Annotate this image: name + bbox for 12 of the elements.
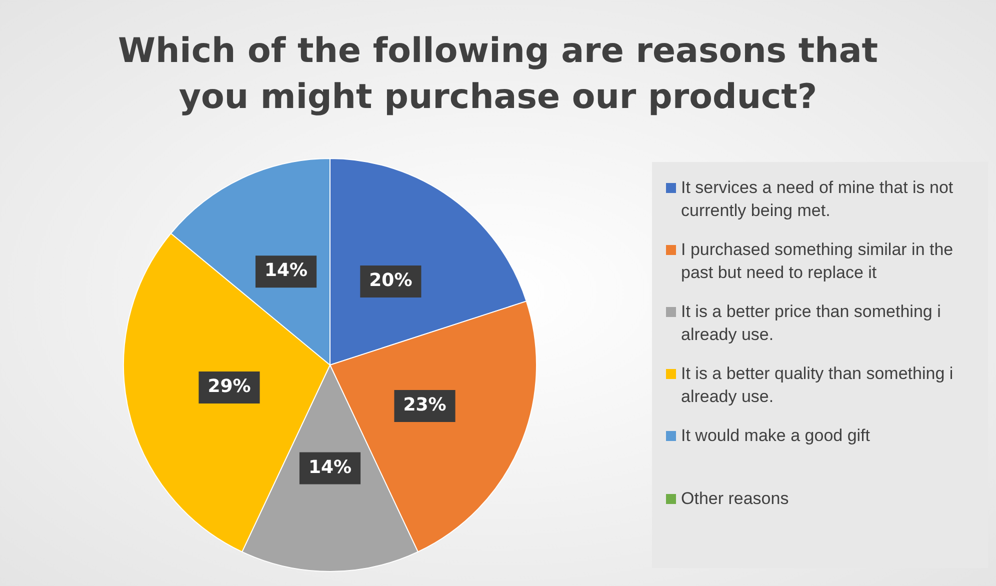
legend-label: It is a better quality than something i already use. bbox=[681, 363, 954, 408]
legend-label: It would make a good gift bbox=[681, 425, 870, 447]
chart-title: Which of the following are reasons that you might purchase our product? bbox=[116, 30, 880, 119]
legend-label: I purchased something similar in the past but need to replace it bbox=[681, 239, 954, 284]
data-label: 23% bbox=[403, 394, 446, 416]
data-label: 29% bbox=[208, 376, 251, 398]
legend-label: It is a better price than something i already use. bbox=[681, 301, 942, 346]
data-label: 20% bbox=[369, 270, 412, 292]
legend-label: Other reasons bbox=[681, 488, 789, 510]
data-label: 14% bbox=[264, 260, 308, 282]
data-label: 14% bbox=[308, 456, 352, 478]
legend-label: It services a need of mine that is not currently being met. bbox=[681, 177, 954, 222]
